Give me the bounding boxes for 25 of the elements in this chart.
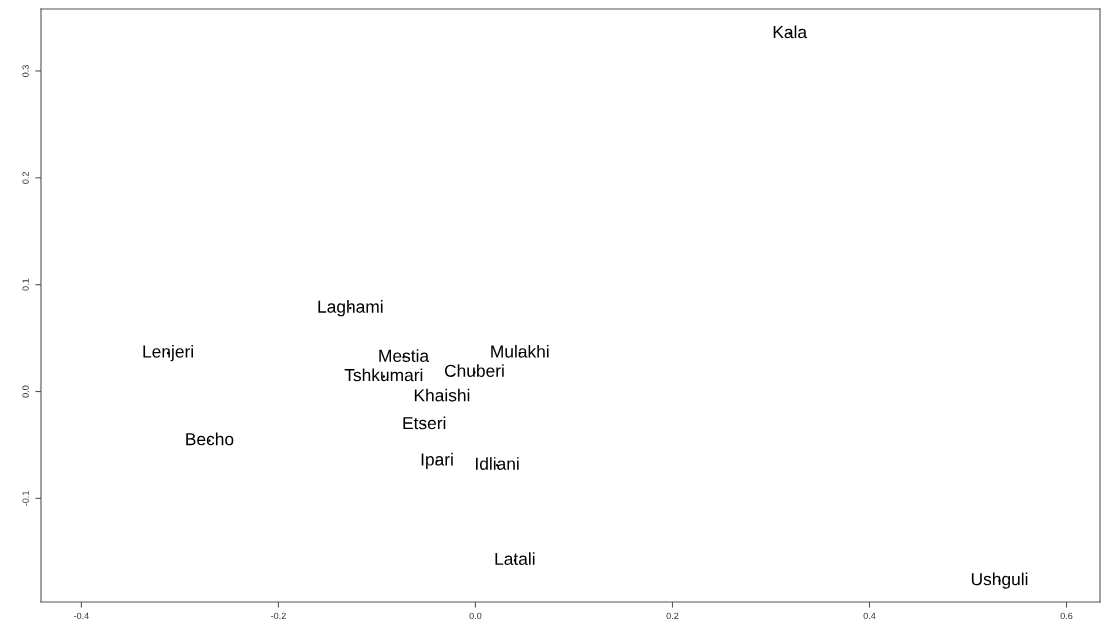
data-label: Latali bbox=[495, 552, 535, 565]
data-label: Mestia bbox=[379, 349, 430, 362]
y-tick-label: 0.0 bbox=[22, 385, 29, 398]
x-tick-label: 0.4 bbox=[863, 612, 876, 620]
data-label: Ipari bbox=[421, 452, 453, 470]
y-tick-label: -0.1 bbox=[22, 491, 29, 506]
x-tick-label: 0.0 bbox=[469, 612, 482, 620]
data-label: Tshkumari bbox=[344, 368, 423, 382]
data-label: Chuberi bbox=[444, 364, 504, 377]
x-tick-label: 0.6 bbox=[1060, 612, 1073, 620]
data-label: Kala bbox=[773, 25, 808, 39]
data-label: Laghami bbox=[318, 300, 383, 317]
data-label: Ushguli bbox=[971, 572, 1028, 589]
x-tick-label: -0.2 bbox=[271, 612, 286, 620]
data-label: Etseri bbox=[403, 416, 446, 430]
x-tick-label: 0.2 bbox=[666, 612, 679, 620]
data-label: Khaishi bbox=[414, 388, 470, 402]
y-tick-label: 0.2 bbox=[22, 172, 29, 184]
y-tick-label: 0.1 bbox=[22, 278, 29, 291]
x-tick-label: -0.4 bbox=[74, 612, 89, 620]
data-label: Becho bbox=[186, 432, 234, 446]
y-tick-label: 0.3 bbox=[22, 65, 29, 77]
data-label: Lenjeri bbox=[143, 344, 193, 362]
data-label: Idliani bbox=[476, 457, 519, 470]
data-label: Mulakhi bbox=[491, 344, 549, 358]
